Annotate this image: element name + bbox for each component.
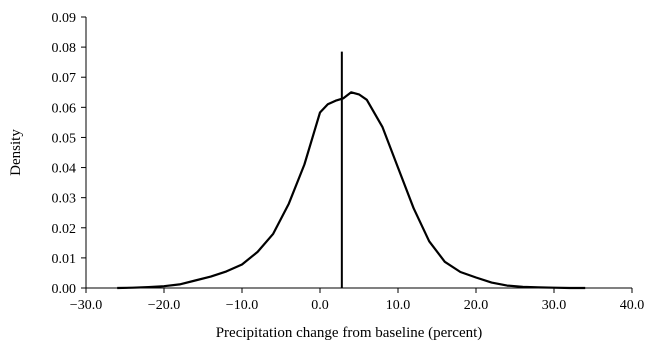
plot-area	[117, 51, 586, 290]
y-tick-label: 0.01	[52, 252, 77, 267]
x-tick-label: −10.0	[226, 298, 258, 313]
y-axis-title: Density	[8, 129, 24, 176]
x-tick-label: −30.0	[70, 298, 102, 313]
y-tick-label: 0.08	[52, 41, 77, 56]
x-axis-title: Precipitation change from baseline (perc…	[216, 325, 483, 341]
y-tick-label: 0.02	[52, 222, 77, 237]
density-curve	[117, 91, 586, 290]
x-tick-label: 30.0	[542, 298, 567, 313]
x-tick-label: 10.0	[386, 298, 411, 313]
y-axis: 0.00 0.01 0.02 0.03 0.04 0.05 0.06 0.07 0.08 0.09	[52, 11, 87, 297]
x-tick-label: 20.0	[464, 298, 489, 313]
x-tick-label: −20.0	[148, 298, 180, 313]
x-axis: −30.0 −20.0 −10.0 0.0 10.0 20.0 30.0 40.0	[70, 287, 645, 313]
y-tick-label: 0.03	[52, 192, 77, 207]
y-tick-label: 0.04	[52, 162, 77, 177]
y-tick-label: 0.07	[52, 71, 77, 86]
y-tick-label: 0.00	[52, 282, 77, 297]
y-tick-label: 0.09	[52, 11, 77, 26]
x-tick-label: 0.0	[311, 298, 329, 313]
y-tick-label: 0.05	[52, 131, 77, 146]
y-tick-label: 0.06	[52, 101, 77, 116]
x-tick-label: 40.0	[620, 298, 645, 313]
